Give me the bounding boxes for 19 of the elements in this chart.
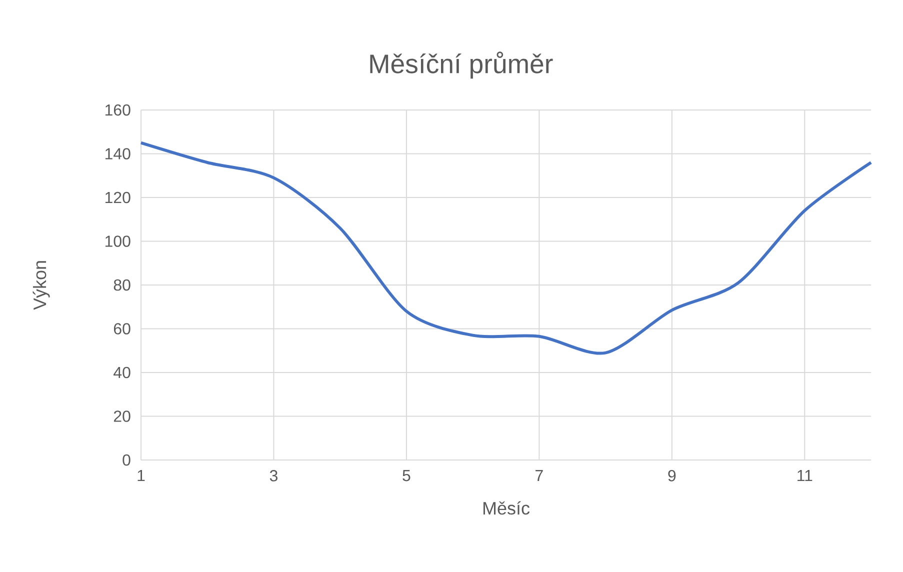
y-tick-label: 140 [105,148,130,160]
y-tick-label: 160 [105,104,130,116]
x-tick-label: 9 [668,470,676,482]
y-tick-label: 120 [105,192,130,204]
x-tick-label: 1 [138,470,145,482]
x-tick-label: 11 [798,470,812,482]
y-tick-label: 100 [105,236,130,247]
line-series [140,141,873,355]
x-axis-title: Měsíc [483,501,530,515]
x-tick-label: 5 [402,470,410,482]
y-tick-label: 20 [114,410,130,422]
x-tick-label: 7 [536,470,543,482]
chart-title: Měsíční průměr [370,52,553,79]
x-tick-label: 3 [270,470,278,482]
y-tick-label: 60 [114,323,130,334]
y-tick-label: 80 [114,279,130,291]
y-tick-label: 0 [122,454,130,466]
y-axis-title: Výkon [32,261,50,310]
y-tick-label: 40 [114,366,130,378]
